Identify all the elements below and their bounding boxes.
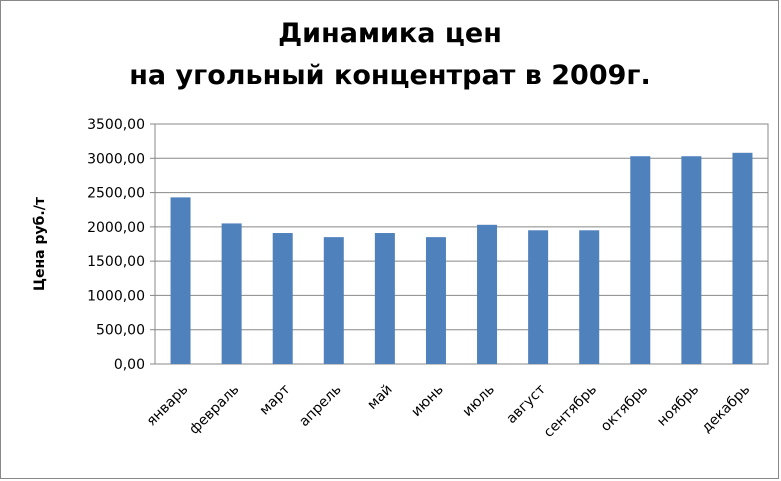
- y-tick-label: 3000,00: [87, 151, 145, 167]
- bar: [272, 233, 293, 364]
- bar: [630, 156, 651, 364]
- bar: [170, 197, 191, 364]
- bar: [323, 237, 344, 364]
- y-tick-label: 1500,00: [87, 254, 145, 270]
- y-tick-label: 3500,00: [87, 117, 145, 133]
- y-tick-label: 500,00: [96, 323, 145, 339]
- bar: [528, 230, 549, 364]
- y-tick-label: 1000,00: [87, 288, 145, 304]
- y-tick-label: 2000,00: [87, 220, 145, 236]
- chart-title: на угольный концентрат в 2009г.: [129, 60, 651, 91]
- y-tick-label: 2500,00: [87, 186, 145, 202]
- bar: [681, 156, 702, 364]
- bar: [732, 152, 753, 364]
- bar: [579, 230, 600, 364]
- y-axis-label: Цена руб./т: [32, 196, 48, 291]
- bar: [374, 233, 395, 364]
- bar: [221, 223, 242, 364]
- bar: [425, 237, 446, 364]
- bar: [477, 224, 498, 364]
- chart-title: Динамика цен: [278, 18, 502, 49]
- y-tick-label: 0,00: [114, 357, 145, 373]
